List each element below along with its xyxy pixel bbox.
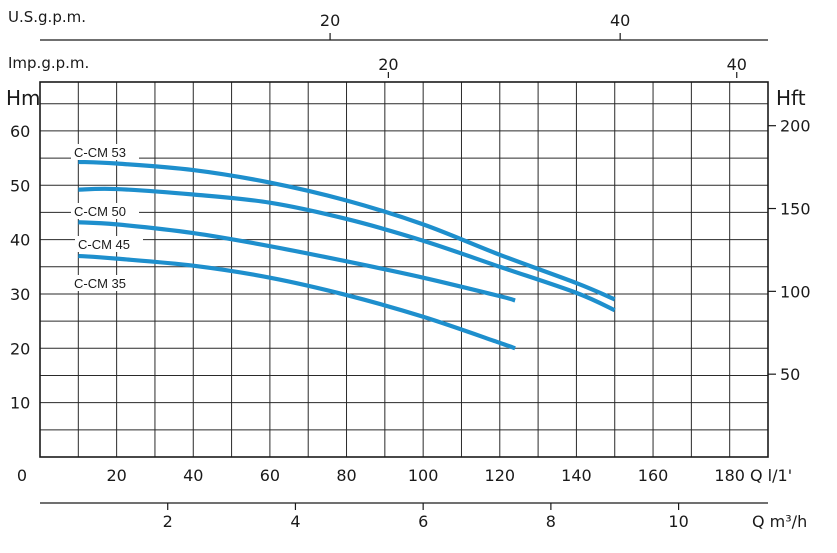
x-tick-label: 140 — [561, 466, 592, 485]
m3h-tick-label: 4 — [290, 512, 300, 531]
curve-c-cm-53 — [78, 159, 616, 302]
x-tick-label: 40 — [183, 466, 203, 485]
curve-labels: C-CM 53 C-CM 50 C-CM 45 C-CM 35 — [71, 144, 143, 291]
x-tick-label: 180 — [714, 466, 745, 485]
x-tick-label: 160 — [638, 466, 669, 485]
pump-curves — [78, 159, 616, 351]
y-left-tick-label: 40 — [10, 231, 30, 250]
x-tick-label: 0 — [17, 466, 27, 485]
plot-frame — [39, 81, 769, 458]
m3h-axis-label: Q m³/h — [752, 512, 807, 531]
y-left-tick-label: 20 — [10, 339, 30, 358]
y-right-tick-label: 150 — [780, 200, 811, 219]
impgpm-tick-label: 40 — [727, 55, 747, 74]
m3h-tick-label: 2 — [163, 512, 173, 531]
x-axis-label: Q l/1' — [750, 466, 792, 485]
curve-label-c-cm-45: C-CM 45 — [78, 237, 130, 252]
impgpm-axis-label: Imp.g.p.m. — [8, 54, 89, 72]
m3h-tick-label: 10 — [668, 512, 688, 531]
right-axis: Hft 50 100 150 200 — [768, 86, 811, 384]
plot-border — [39, 81, 769, 458]
x-tick-label: 20 — [106, 466, 126, 485]
y-left-tick-label: 10 — [10, 394, 30, 413]
y-right-tick-label: 200 — [780, 117, 811, 136]
curve-label-c-cm-50: C-CM 50 — [74, 204, 126, 219]
curve-c-cm-50 — [78, 186, 616, 313]
curve-label-c-cm-53: C-CM 53 — [74, 145, 126, 160]
curve-label-bg — [71, 275, 139, 291]
curve-label-bg — [71, 203, 139, 219]
curve-c-cm-35 — [78, 253, 516, 351]
y-right-axis-label: Hft — [776, 86, 806, 110]
chart-grid — [40, 82, 768, 457]
m3h-tick-label: 6 — [418, 512, 428, 531]
usgpm-tick-label: 20 — [320, 11, 340, 30]
x-tick-label: 60 — [260, 466, 280, 485]
curve-label-bg — [75, 236, 143, 252]
y-left-tick-label: 30 — [10, 285, 30, 304]
m3h-tick-label: 8 — [546, 512, 556, 531]
curve-c-cm-45 — [78, 220, 516, 303]
usgpm-axis-label: U.S.g.p.m. — [8, 8, 86, 26]
usgpm-tick-label: 40 — [610, 11, 630, 30]
bottom-axes: 0 20 40 60 80 100 120 140 160 180 Q l/1' 2 4 6 8 10 Q m³… — [17, 466, 807, 531]
impgpm-tick-label: 20 — [378, 55, 398, 74]
x-tick-label: 80 — [336, 466, 356, 485]
left-axis: Hm 10 20 30 40 50 60 — [6, 86, 41, 413]
y-left-axis-label: Hm — [6, 86, 41, 110]
curve-label-c-cm-35: C-CM 35 — [74, 276, 126, 291]
y-right-tick-label: 100 — [780, 282, 811, 301]
curve-label-bg — [71, 144, 139, 160]
y-left-tick-label: 50 — [10, 176, 30, 195]
x-tick-label: 120 — [485, 466, 516, 485]
x-tick-label: 100 — [408, 466, 439, 485]
y-right-tick-label: 50 — [780, 365, 800, 384]
top-axes: U.S.g.p.m. 20 40 Imp.g.p.m. 20 40 — [8, 8, 768, 78]
y-left-tick-label: 60 — [10, 122, 30, 141]
